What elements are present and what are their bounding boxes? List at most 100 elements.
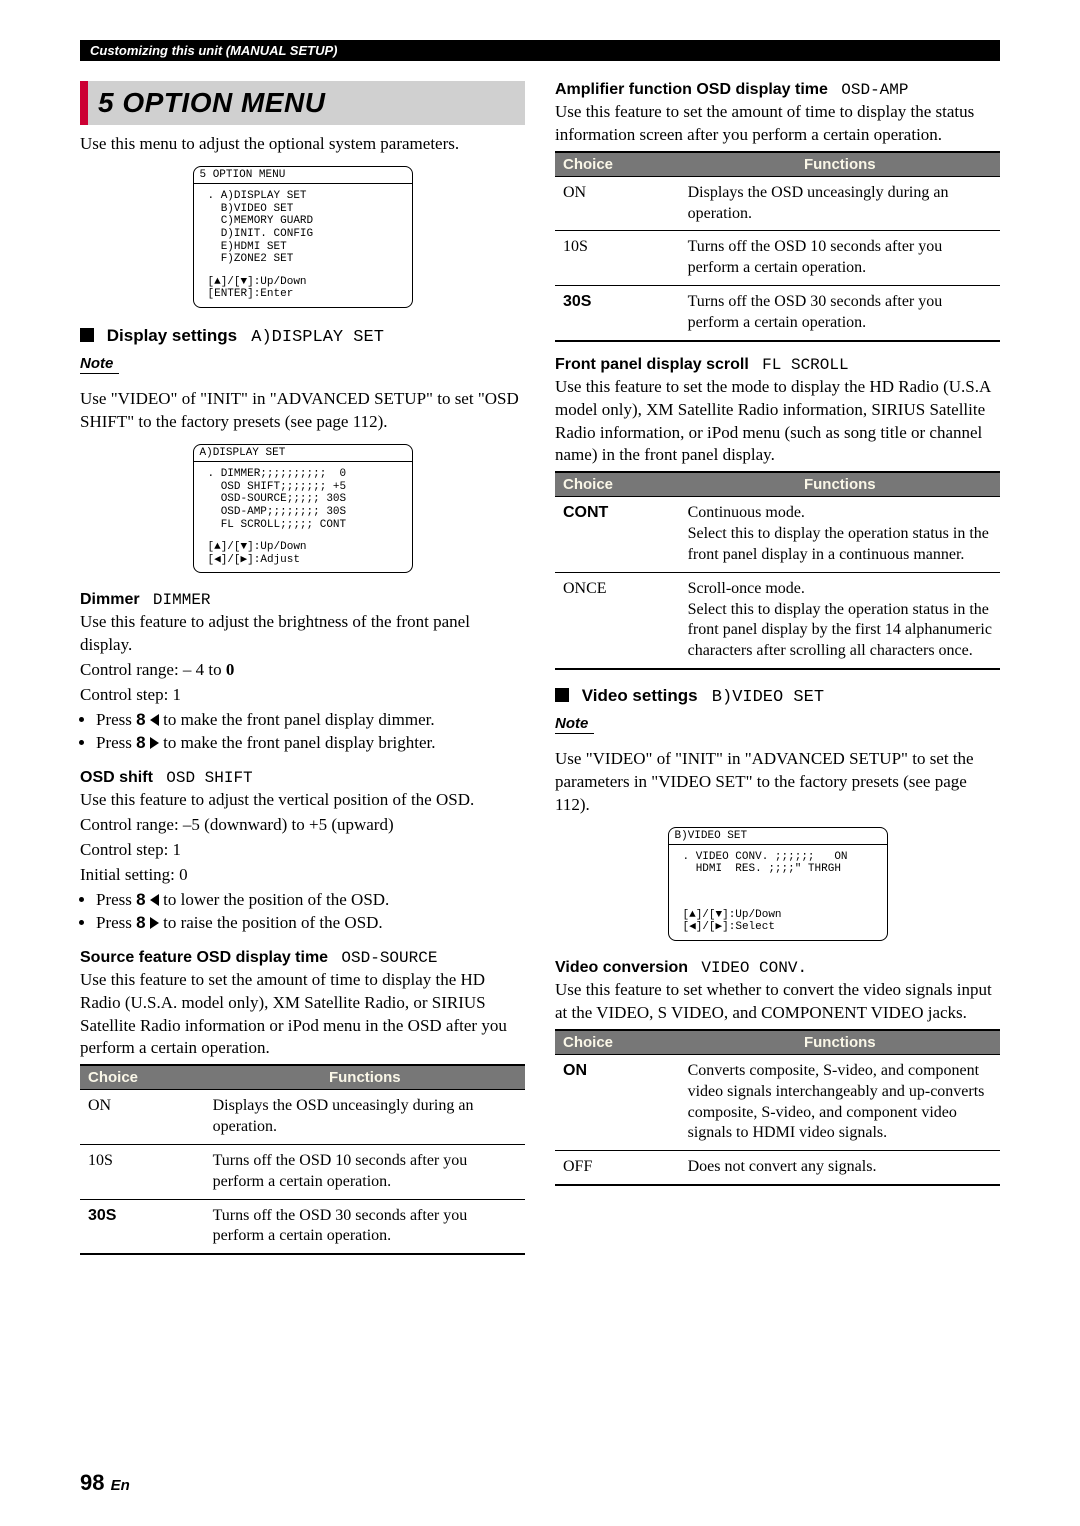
col-functions: Functions [680,152,1000,177]
note-body: Use "VIDEO" of "INIT" in "ADVANCED SETUP… [80,388,525,434]
heading-mono: VIDEO CONV. [701,959,807,977]
osd-video-set: B)VIDEO SET . VIDEO CONV. ;;;;;; ON HDMI… [668,827,888,941]
choice-cell: ON [555,1054,680,1150]
function-cell: Turns off the OSD 10 seconds after you p… [680,231,1000,286]
choice-cell: 30S [80,1199,205,1254]
osd-shift-desc: Use this feature to adjust the vertical … [80,789,525,812]
table-row: 30STurns off the OSD 30 seconds after yo… [80,1199,525,1254]
heading-label: Video settings [582,686,698,705]
heading-mono: OSD SHIFT [166,769,252,787]
choice-cell: ONCE [555,572,680,669]
video-conv-heading: Video conversion VIDEO CONV. [555,959,1000,977]
col-functions: Functions [205,1065,525,1090]
osd-body: . A)DISPLAY SET B)VIDEO SET C)MEMORY GUA… [194,184,412,272]
heading-mono: OSD-AMP [841,81,908,99]
osd-source-table: Choice Functions ONDisplays the OSD unce… [80,1064,525,1255]
heading-mono: DIMMER [153,591,211,609]
table-row: ONConverts composite, S-video, and compo… [555,1054,1000,1150]
square-bullet-icon [555,688,569,702]
osd-amp-desc: Use this feature to set the amount of ti… [555,101,1000,147]
osd-amp-table: Choice Functions ONDisplays the OSD unce… [555,151,1000,342]
function-cell: Turns off the OSD 30 seconds after you p… [680,286,1000,341]
dimmer-range: Control range: – 4 to 0 [80,659,525,682]
col-functions: Functions [680,472,1000,497]
col-functions: Functions [680,1030,1000,1055]
heading-label: Dimmer [80,591,140,608]
triangle-right-icon [150,737,159,749]
osd-nav: [▲]/[▼]:Up/Down [ENTER]:Enter [194,272,412,307]
left-column: 5 OPTION MENU Use this menu to adjust th… [80,81,525,1265]
osd-shift-range: Control range: –5 (downward) to +5 (upwa… [80,814,525,837]
dimmer-heading: Dimmer DIMMER [80,591,525,609]
osd-option-menu: 5 OPTION MENU . A)DISPLAY SET B)VIDEO SE… [193,166,413,308]
bullet-item: Press 8 to raise the position of the OSD… [96,912,525,935]
choice-cell: CONT [555,497,680,572]
section-header: Customizing this unit (MANUAL SETUP) [80,40,1000,61]
triangle-left-icon [150,714,159,726]
square-bullet-icon [80,328,94,342]
osd-body: . DIMMER;;;;;;;;;; 0 OSD SHIFT;;;;;;; +5… [194,462,412,537]
table-row: OFFDoes not convert any signals. [555,1151,1000,1185]
bullet-item: Press 8 to make the front panel display … [96,709,525,732]
function-cell: Turns off the OSD 10 seconds after you p… [205,1145,525,1200]
choice-cell: 10S [80,1145,205,1200]
osd-nav: [▲]/[▼]:Up/Down [◀]/[▶]:Select [669,905,887,940]
bullet-item: Press 8 to lower the position of the OSD… [96,889,525,912]
note-body: Use "VIDEO" of "INIT" in "ADVANCED SETUP… [555,748,1000,817]
osd-shift-init: Initial setting: 0 [80,864,525,887]
osd-title: B)VIDEO SET [669,828,887,845]
osd-amp-heading: Amplifier function OSD display time OSD-… [555,81,1000,99]
osd-display-set: A)DISPLAY SET . DIMMER;;;;;;;;;; 0 OSD S… [193,444,413,573]
col-choice: Choice [555,472,680,497]
note-label: Note [555,715,594,734]
dimmer-desc: Use this feature to adjust the brightnes… [80,611,525,657]
heading-mono: FL SCROLL [762,356,848,374]
table-row: 30STurns off the OSD 30 seconds after yo… [555,286,1000,341]
osd-title: 5 OPTION MENU [194,167,412,184]
choice-cell: ON [555,176,680,231]
function-cell: Converts composite, S-video, and compone… [680,1054,1000,1150]
heading-label: OSD shift [80,769,153,786]
intro-text: Use this menu to adjust the optional sys… [80,133,525,156]
choice-cell: OFF [555,1151,680,1185]
function-cell: Scroll-once mode. Select this to display… [680,572,1000,669]
function-cell: Displays the OSD unceasingly during an o… [205,1090,525,1145]
title-bar: 5 OPTION MENU [80,81,525,125]
table-row: ONCEScroll-once mode. Select this to dis… [555,572,1000,669]
fl-scroll-table: Choice Functions CONTContinuous mode. Se… [555,471,1000,670]
osd-source-heading: Source feature OSD display time OSD-SOUR… [80,949,525,967]
triangle-left-icon [150,894,159,906]
choice-cell: 10S [555,231,680,286]
display-settings-heading: Display settings A)DISPLAY SET [80,326,525,347]
heading-label: Front panel display scroll [555,356,749,373]
heading-label: Display settings [107,326,237,345]
table-row: CONTContinuous mode. Select this to disp… [555,497,1000,572]
video-conv-desc: Use this feature to set whether to conve… [555,979,1000,1025]
heading-label: Video conversion [555,959,688,976]
osd-source-desc: Use this feature to set the amount of ti… [80,969,525,1061]
osd-shift-step: Control step: 1 [80,839,525,862]
function-cell: Turns off the OSD 30 seconds after you p… [205,1199,525,1254]
col-choice: Choice [555,152,680,177]
col-choice: Choice [555,1030,680,1055]
function-cell: Displays the OSD unceasingly during an o… [680,176,1000,231]
video-settings-heading: Video settings B)VIDEO SET [555,686,1000,707]
osd-shift-heading: OSD shift OSD SHIFT [80,769,525,787]
fl-scroll-heading: Front panel display scroll FL SCROLL [555,356,1000,374]
osd-title: A)DISPLAY SET [194,445,412,462]
heading-label: Amplifier function OSD display time [555,81,828,98]
col-choice: Choice [80,1065,205,1090]
table-row: ONDisplays the OSD unceasingly during an… [555,176,1000,231]
heading-mono: OSD-SOURCE [341,949,437,967]
fl-scroll-desc: Use this feature to set the mode to disp… [555,376,1000,468]
table-row: ONDisplays the OSD unceasingly during an… [80,1090,525,1145]
osd-shift-bullets: Press 8 to lower the position of the OSD… [80,889,525,935]
triangle-right-icon [150,917,159,929]
table-row: 10STurns off the OSD 10 seconds after yo… [555,231,1000,286]
function-cell: Continuous mode. Select this to display … [680,497,1000,572]
table-row: 10STurns off the OSD 10 seconds after yo… [80,1145,525,1200]
heading-label: Source feature OSD display time [80,949,328,966]
page-title: 5 OPTION MENU [98,87,325,118]
bullet-item: Press 8 to make the front panel display … [96,732,525,755]
page-number: 98 En [80,1470,130,1496]
